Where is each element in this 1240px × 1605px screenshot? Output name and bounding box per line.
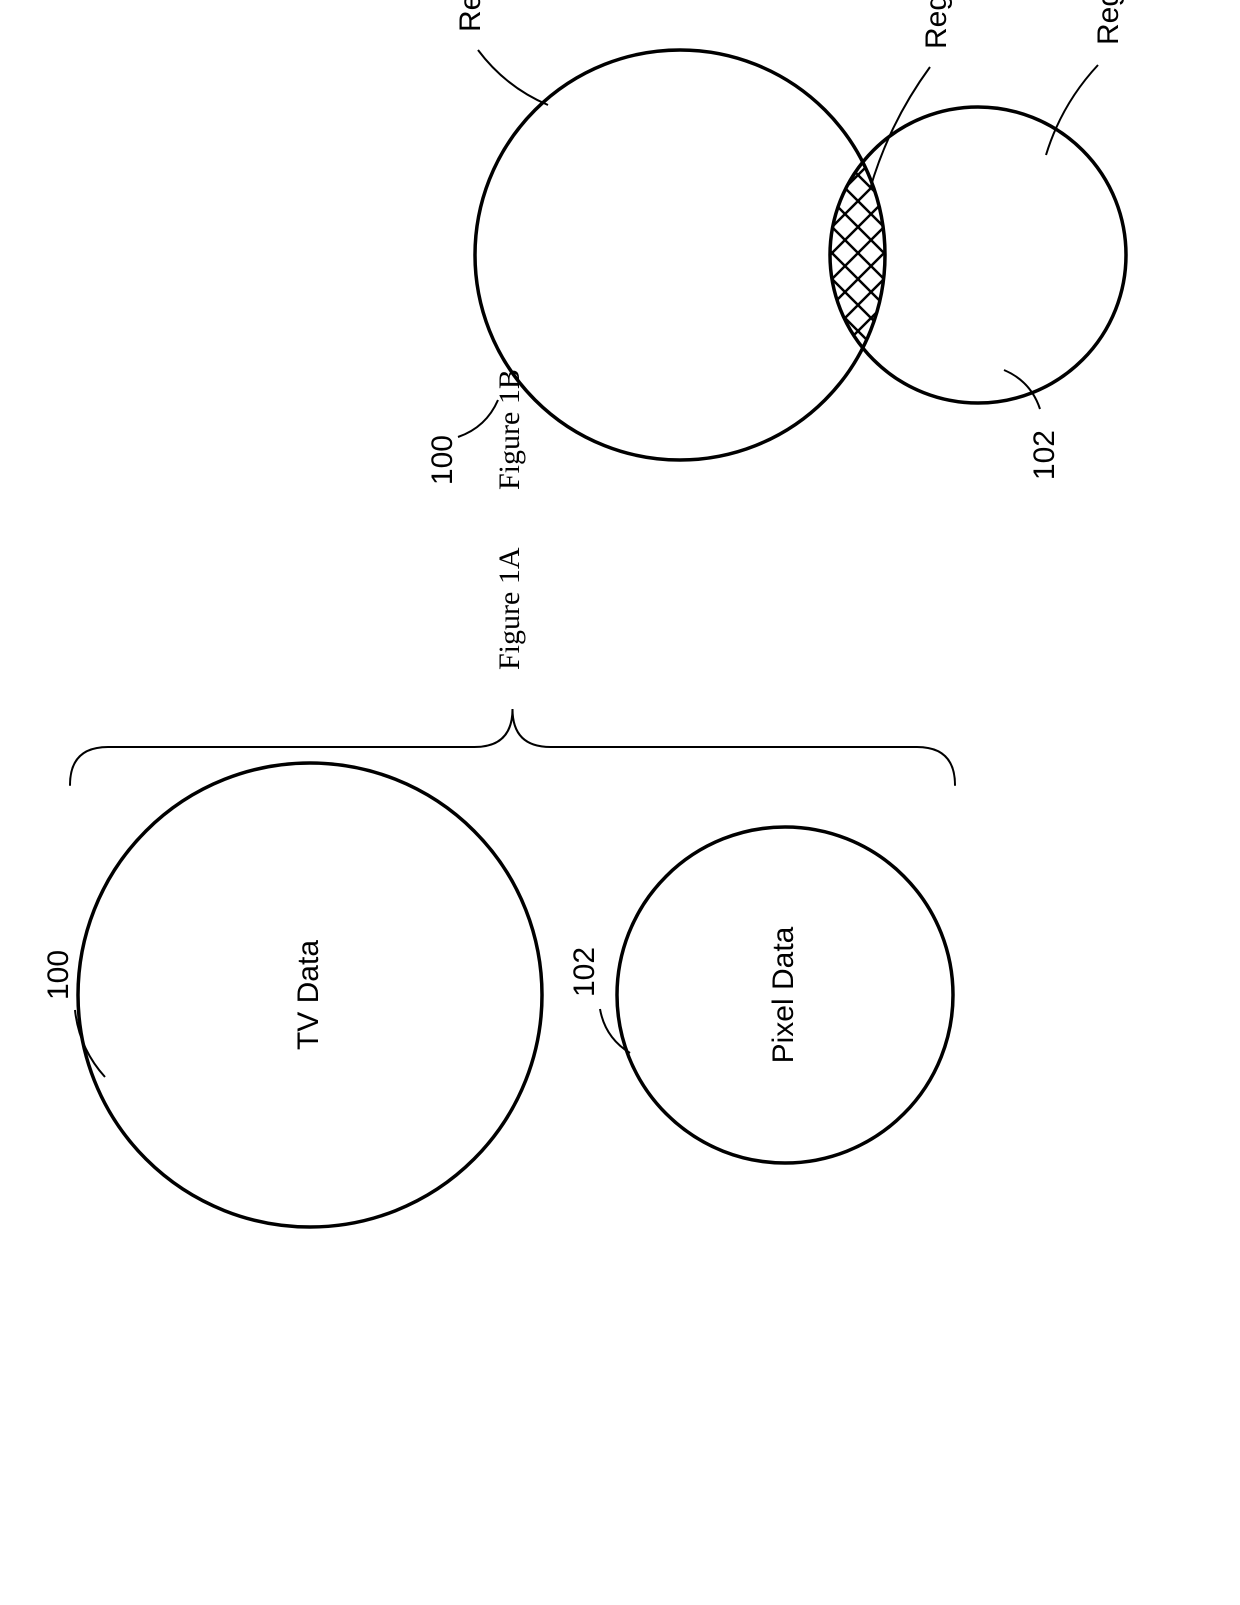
fig1b-region1-label: Region 1 bbox=[920, 0, 953, 49]
fig1a-ref-100: 100 bbox=[42, 950, 75, 1000]
fig1b-region3-label: Region 3 bbox=[1092, 0, 1125, 45]
fig1a-ref-102: 102 bbox=[568, 947, 601, 997]
fig1a-tv-data-label: TV Data bbox=[292, 940, 325, 1050]
fig1b-region2-label: Region 2 bbox=[454, 0, 487, 32]
fig1a-caption: Figure 1A bbox=[493, 547, 526, 670]
fig1a-pixel-data-label: Pixel Data bbox=[767, 926, 800, 1063]
fig1b-ref-100: 100 bbox=[426, 435, 459, 485]
diagram-canvas: TV Data 100 Pixel Data 102 Figure 1A 100 102 Re… bbox=[0, 0, 1240, 1605]
fig1b-ref-102: 102 bbox=[1028, 430, 1061, 480]
fig1b-caption: Figure 1B bbox=[493, 369, 526, 490]
